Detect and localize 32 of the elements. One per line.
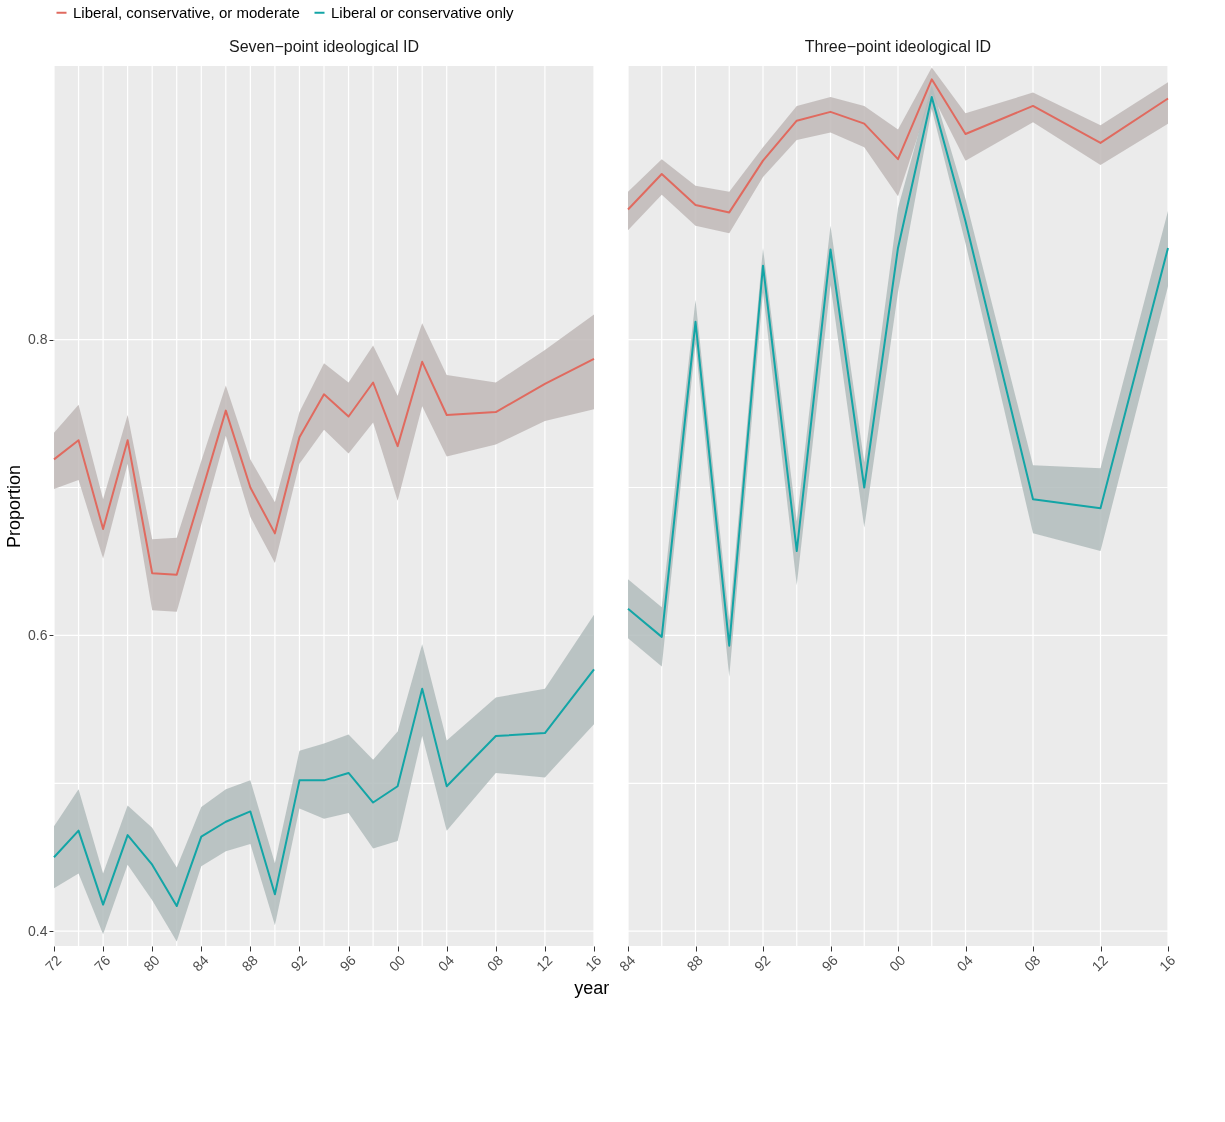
x-tick-label: 92 xyxy=(287,951,310,975)
x-tick-label: 16 xyxy=(582,951,605,975)
line-series xyxy=(53,357,595,576)
x-tick-label: 76 xyxy=(91,951,114,975)
x-tick-label: 00 xyxy=(385,951,409,975)
x-axis-title: year xyxy=(574,977,610,998)
x-tick-label: 92 xyxy=(751,951,774,975)
x-tick-label: 04 xyxy=(434,951,458,975)
x-tick-label: 96 xyxy=(336,951,360,975)
x-tick-label: 84 xyxy=(616,951,639,975)
x-tick-label: 80 xyxy=(140,951,163,975)
x-tick-label: 88 xyxy=(683,951,707,975)
y-axis-title: Proportion xyxy=(4,464,25,549)
y-tick-label: 0.8 xyxy=(28,331,48,348)
x-tick-label: 08 xyxy=(1021,951,1044,975)
chart-title: Seven−point ideological ID xyxy=(229,38,419,56)
y-tick-label: 0.6 xyxy=(28,626,48,643)
x-tick-label: 16 xyxy=(1156,951,1179,975)
x-tick-label: 00 xyxy=(886,951,909,975)
line-series xyxy=(53,668,595,908)
legend-label: Liberal, conservative, or moderate xyxy=(73,3,300,21)
y-tick-label: 0.4 xyxy=(28,922,48,939)
x-tick-label: 96 xyxy=(818,951,842,975)
x-tick-label: 72 xyxy=(42,951,65,975)
x-tick-label: 84 xyxy=(189,951,212,975)
x-tick-label: 12 xyxy=(532,951,556,975)
chart-title: Three−point ideological ID xyxy=(804,38,992,56)
legend-label: Liberal or conservative only xyxy=(331,3,515,21)
x-tick-label: 04 xyxy=(953,951,977,975)
x-tick-label: 08 xyxy=(483,951,507,975)
x-tick-label: 88 xyxy=(238,951,261,975)
x-tick-label: 12 xyxy=(1088,951,1112,975)
